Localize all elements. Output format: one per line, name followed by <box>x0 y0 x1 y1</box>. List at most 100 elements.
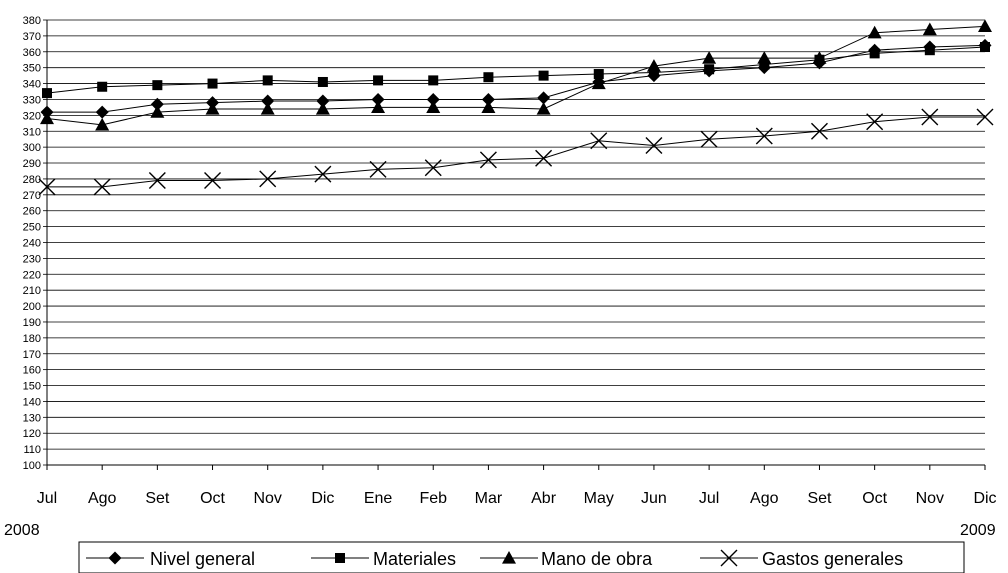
data-point <box>593 69 604 80</box>
legend-label: Materiales <box>373 549 456 569</box>
data-point <box>426 92 440 106</box>
x-tick-label: May <box>584 490 614 507</box>
data-point <box>373 75 384 86</box>
x-tick-label: Oct <box>200 490 225 507</box>
series-3 <box>38 108 994 196</box>
legend-marker-diamond <box>108 551 122 565</box>
data-point <box>152 80 163 91</box>
x-tick-label: Dic <box>311 490 334 507</box>
legend-marker-square <box>335 553 345 563</box>
data-point <box>314 165 332 183</box>
y-tick-label: 100 <box>23 460 41 472</box>
data-point <box>483 72 494 83</box>
data-point <box>428 75 439 86</box>
data-point <box>42 88 52 99</box>
data-point <box>702 51 717 64</box>
y-tick-label: 110 <box>23 444 41 456</box>
grid-lines <box>47 19 985 466</box>
y-tick-label: 320 <box>23 110 41 122</box>
data-point <box>869 48 880 59</box>
year-label-start: 2008 <box>4 522 40 539</box>
y-tick-label: 200 <box>23 301 41 313</box>
legend-label: Mano de obra <box>541 549 653 569</box>
data-point <box>700 130 718 148</box>
y-tick-label: 170 <box>23 349 41 361</box>
data-point <box>536 102 551 115</box>
series-line <box>47 116 985 188</box>
data-point <box>481 92 495 106</box>
data-point <box>538 70 549 81</box>
data-point <box>755 127 773 145</box>
x-tick-label: Jun <box>641 490 667 507</box>
y-tick-label: 180 <box>23 333 41 345</box>
data-point <box>980 42 990 53</box>
y-tick-label: 290 <box>23 158 41 170</box>
legend-marker-triangle <box>502 551 516 564</box>
x-tick-label: Dic <box>973 490 996 507</box>
data-point <box>867 25 882 39</box>
legend-label: Nivel general <box>150 549 255 569</box>
y-tick-label: 160 <box>23 365 41 377</box>
data-point <box>810 122 828 140</box>
y-tick-label: 140 <box>23 396 41 408</box>
data-point <box>93 178 111 196</box>
x-tick-label: Jul <box>699 490 719 507</box>
legend: Nivel general Materiales Mano de obra Gasto… <box>78 541 965 573</box>
y-tick-label: 310 <box>23 126 41 138</box>
data-point <box>260 102 275 115</box>
y-tick-label: 370 <box>23 31 41 43</box>
data-point <box>315 102 330 115</box>
series-1 <box>42 42 990 99</box>
data-point <box>590 132 608 150</box>
data-point <box>704 64 715 75</box>
x-tick-label: Nov <box>253 490 281 507</box>
data-point <box>978 19 992 32</box>
data-point <box>479 151 497 169</box>
data-point <box>148 172 166 190</box>
legend-marker-x <box>720 549 738 567</box>
y-tick-label: 260 <box>23 206 41 218</box>
x-tick-label: Ene <box>364 490 393 507</box>
data-point <box>645 137 663 155</box>
y-tick-label: 120 <box>23 428 41 440</box>
series-0 <box>40 38 992 119</box>
y-tick-label: 210 <box>23 285 41 297</box>
x-tick-label: Oct <box>862 490 887 507</box>
data-point <box>95 105 109 119</box>
y-tick-label: 220 <box>23 269 41 281</box>
x-tick-label: Ago <box>88 490 117 507</box>
y-tick-label: 270 <box>23 190 41 202</box>
y-tick-label: 130 <box>23 412 41 424</box>
y-tick-label: 380 <box>23 15 41 27</box>
year-label-end: 2009 <box>960 522 996 539</box>
x-tick-label: Mar <box>475 490 503 507</box>
y-tick-label: 190 <box>23 317 41 329</box>
data-point <box>812 51 827 64</box>
x-tick-label: Ago <box>750 490 779 507</box>
series-group <box>38 19 994 196</box>
y-tick-label: 300 <box>23 142 41 154</box>
x-tick-label: Abr <box>531 490 557 507</box>
y-tick-label: 280 <box>23 174 41 186</box>
series-line <box>46 25 986 126</box>
legend-label: Gastos generales <box>762 549 903 569</box>
data-point <box>205 102 220 115</box>
data-point <box>150 97 164 111</box>
data-point <box>40 111 54 125</box>
series-2 <box>40 19 992 131</box>
y-tick-label: 150 <box>23 381 41 393</box>
data-point <box>757 51 772 64</box>
data-point <box>261 94 275 108</box>
data-point <box>424 159 442 177</box>
data-point <box>646 59 661 72</box>
data-point <box>371 92 385 106</box>
data-point <box>921 108 939 126</box>
data-point <box>150 105 165 118</box>
data-point <box>976 108 994 126</box>
data-point <box>535 149 553 167</box>
data-point <box>426 100 441 114</box>
x-tick-label: Set <box>145 490 170 507</box>
data-point <box>591 76 606 90</box>
series-line <box>46 46 986 94</box>
